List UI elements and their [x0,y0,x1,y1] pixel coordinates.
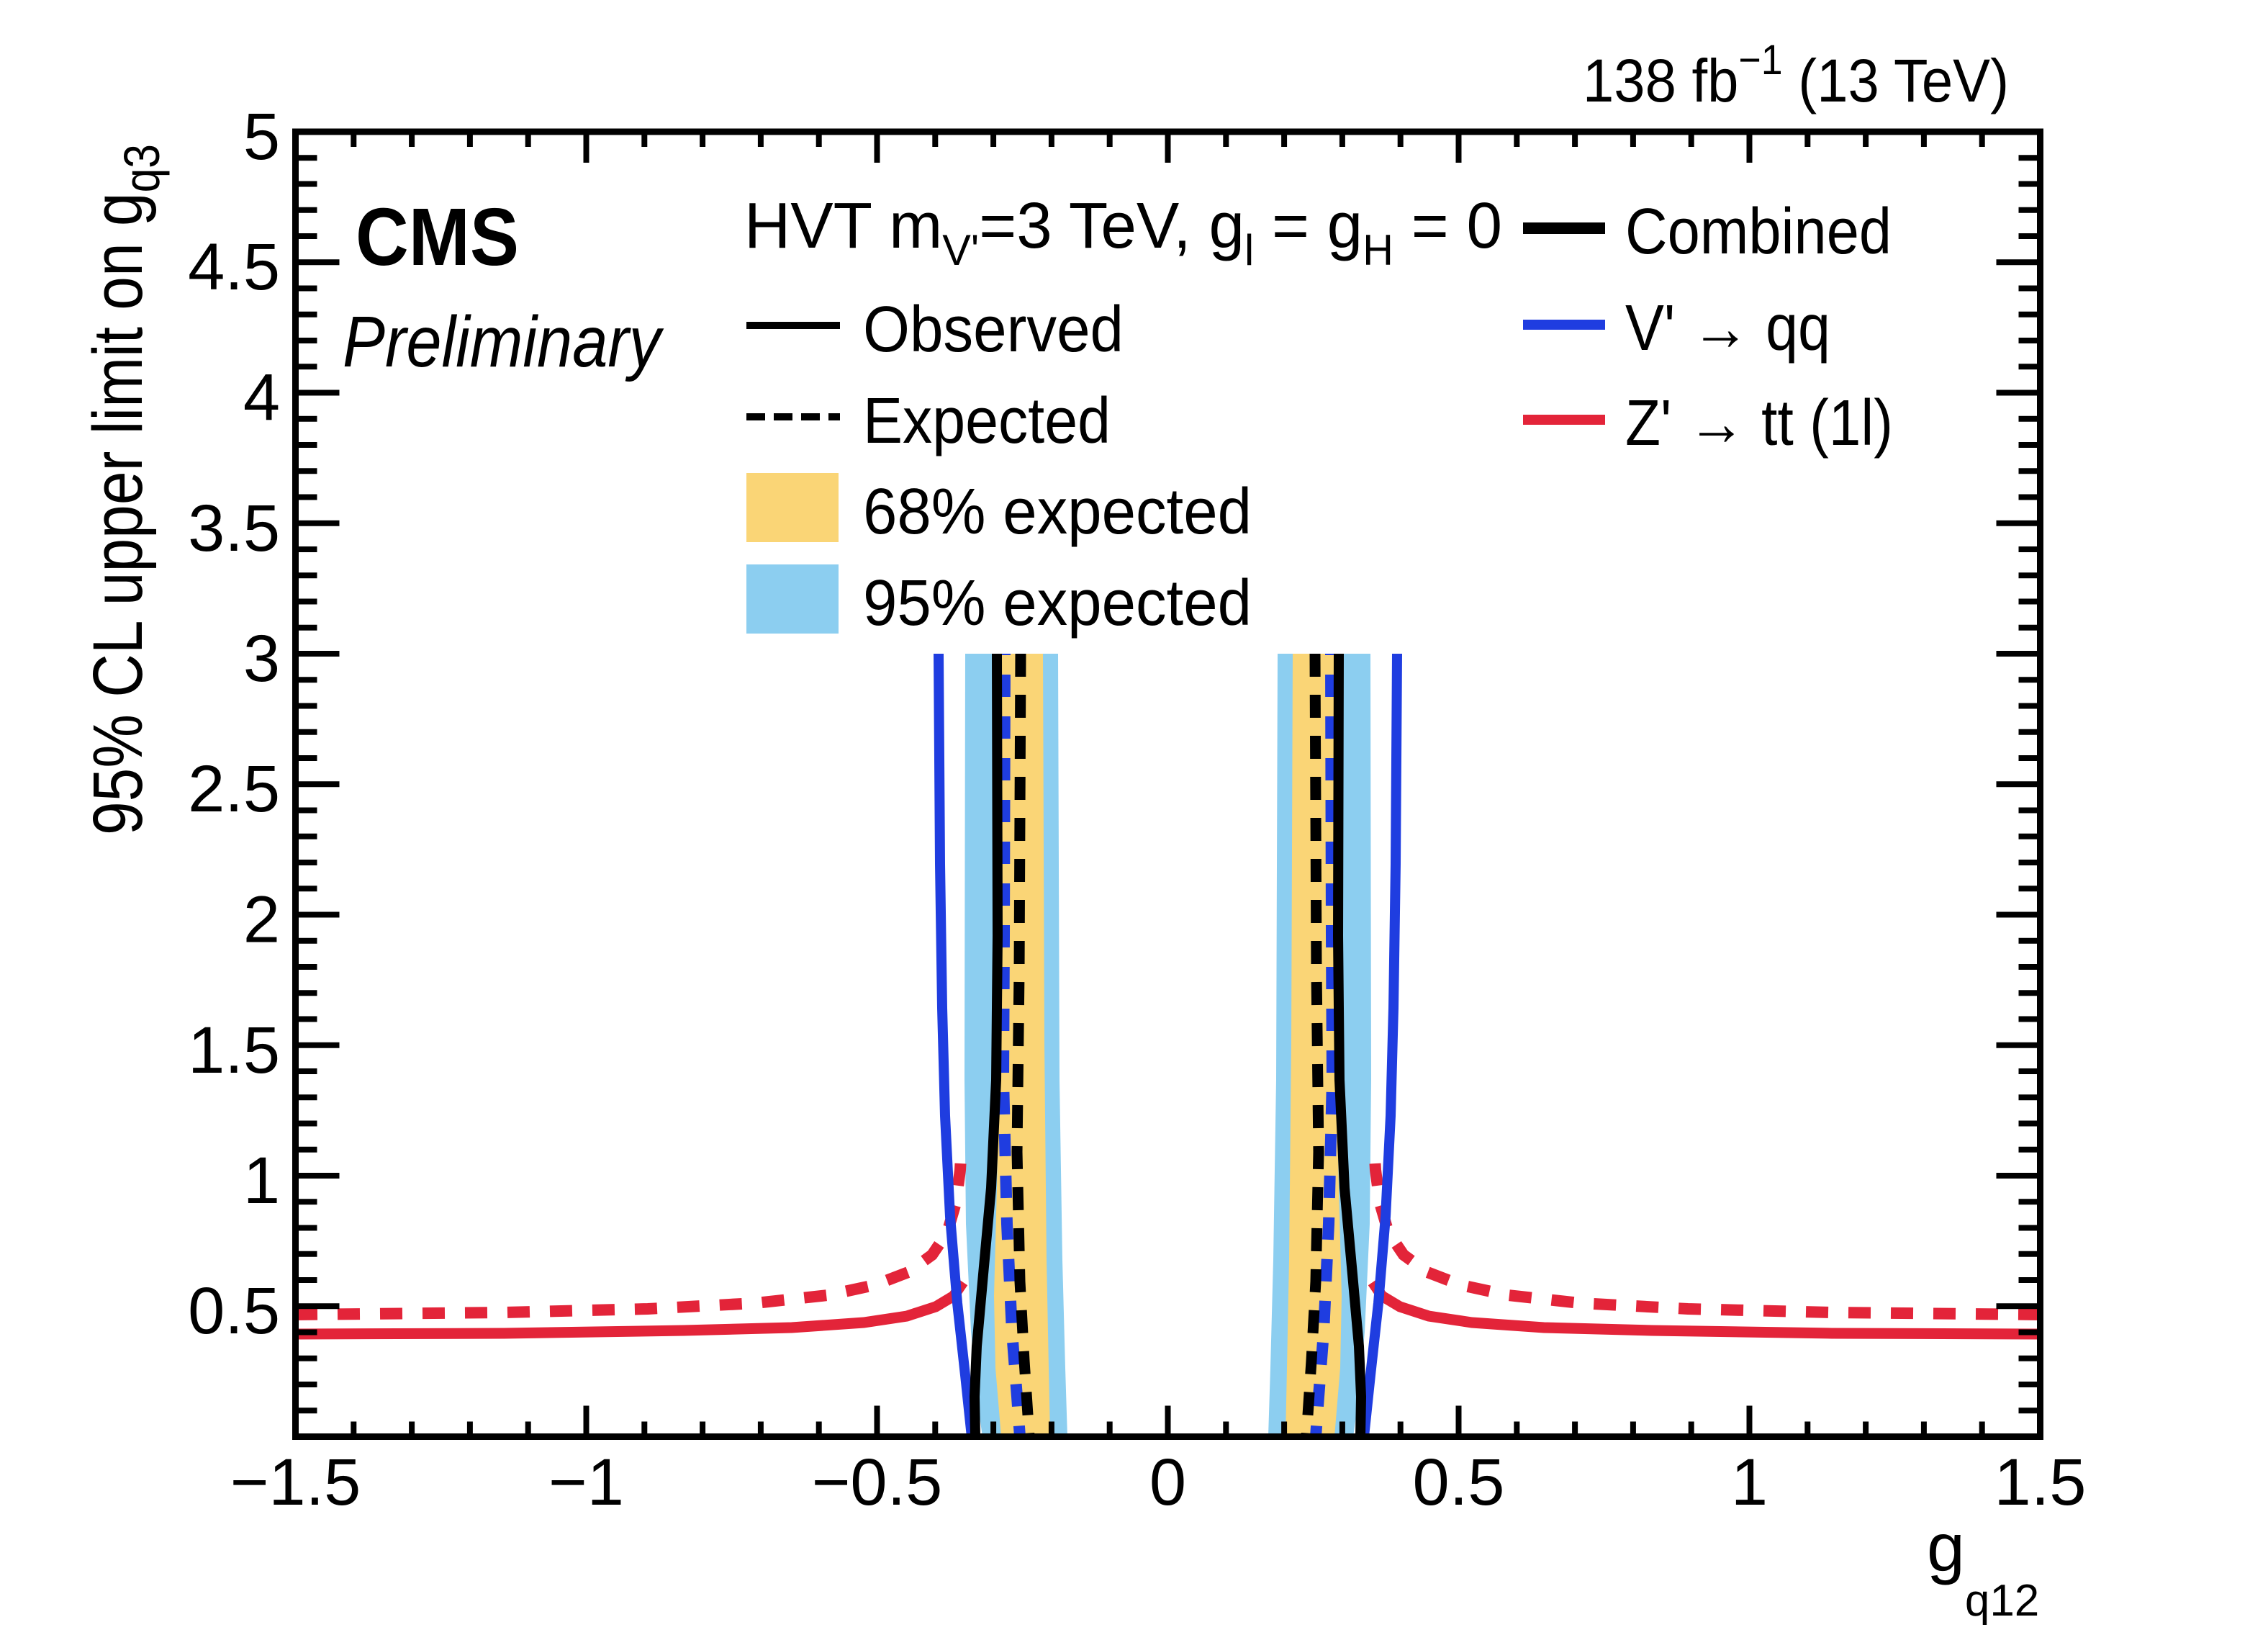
svg-text:4: 4 [243,361,280,435]
svg-text:−1.5: −1.5 [230,1446,361,1519]
svg-text:−1: −1 [548,1446,624,1519]
svg-text:1.5: 1.5 [1994,1446,2087,1519]
svg-text:5: 5 [243,100,280,174]
svg-text:68% expected: 68% expected [863,476,1252,548]
svg-text:Combined: Combined [1625,196,1892,268]
svg-text:3.5: 3.5 [188,492,280,565]
svg-text:4.5: 4.5 [188,230,280,304]
svg-text:Z' → tt (1l): Z' → tt (1l) [1625,387,1893,459]
svg-text:1: 1 [1731,1446,1768,1519]
svg-text:2.5: 2.5 [188,752,280,826]
svg-text:0.5: 0.5 [188,1274,280,1348]
svg-text:2: 2 [243,883,280,957]
svg-text:Observed: Observed [863,294,1124,366]
svg-text:3: 3 [243,622,280,695]
svg-text:95% expected: 95% expected [863,567,1252,639]
svg-text:V' → qq: V' → qq [1625,292,1830,364]
svg-text:138 fb−1 (13 TeV): 138 fb−1 (13 TeV) [1583,37,2009,114]
svg-text:1: 1 [243,1144,280,1217]
svg-text:95% CL upper limit on gq3: 95% CL upper limit on gq3 [78,144,170,835]
svg-text:0: 0 [1149,1446,1186,1519]
svg-text:1.5: 1.5 [188,1014,280,1087]
svg-text:−0.5: −0.5 [812,1446,943,1519]
svg-text:CMS: CMS [356,192,519,282]
svg-text:Expected: Expected [863,385,1111,457]
svg-text:0.5: 0.5 [1413,1446,1505,1519]
svg-text:Preliminary: Preliminary [343,302,664,382]
